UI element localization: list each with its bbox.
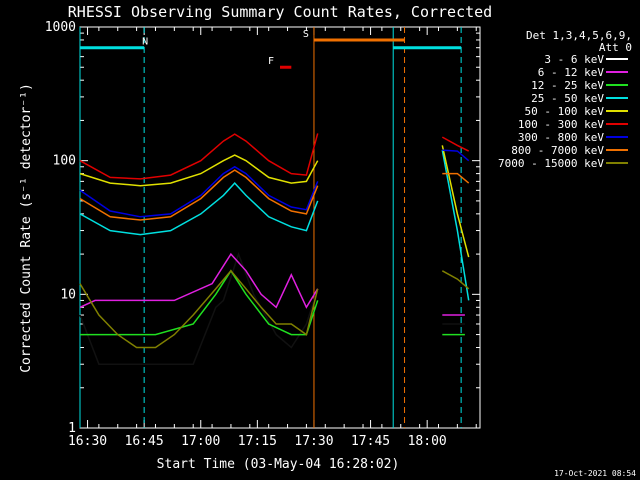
series-line bbox=[79, 181, 319, 236]
bar-label: S bbox=[303, 29, 309, 40]
legend-label: 6 - 12 keV bbox=[538, 66, 605, 79]
x-tick-label: 17:45 bbox=[351, 434, 390, 449]
x-tick-label: 17:30 bbox=[294, 434, 333, 449]
chart-title: RHESSI Observing Summary Count Rates, Co… bbox=[68, 3, 492, 21]
y-tick-label: 100 bbox=[53, 154, 76, 169]
series-line bbox=[441, 136, 470, 152]
series-line bbox=[79, 169, 319, 221]
y-tick-label: 1 bbox=[68, 421, 76, 436]
y-tick-label: 1000 bbox=[45, 20, 76, 35]
legend-label: 3 - 6 keV bbox=[544, 53, 604, 66]
y-axis-label: Corrected Count Rate (s⁻¹ detector⁻¹) bbox=[19, 83, 34, 373]
x-tick-label: 16:45 bbox=[125, 434, 164, 449]
legend-label: 50 - 100 keV bbox=[525, 105, 605, 118]
x-tick-label: 18:00 bbox=[408, 434, 447, 449]
y-tick-label: 10 bbox=[60, 287, 76, 302]
plot-frame bbox=[79, 26, 481, 429]
series-line bbox=[79, 269, 319, 349]
series-line bbox=[442, 149, 470, 162]
series-line bbox=[79, 133, 319, 180]
x-axis-label: Start Time (03-May-04 16:28:02) bbox=[157, 457, 400, 472]
series-line bbox=[441, 149, 470, 301]
footer-timestamp: 17-Oct-2021 08:54 bbox=[554, 469, 636, 478]
series-line bbox=[441, 270, 470, 290]
legend-label: 800 - 7000 keV bbox=[511, 144, 604, 157]
series-line bbox=[441, 145, 470, 258]
x-tick-label: 16:30 bbox=[68, 434, 107, 449]
series-line bbox=[79, 165, 319, 218]
legend-label: 7000 - 15000 keV bbox=[498, 157, 604, 170]
legend-label: 12 - 25 keV bbox=[531, 79, 604, 92]
legend-header: Det 1,3,4,5,6,9, bbox=[526, 29, 632, 42]
legend-label: 300 - 800 keV bbox=[518, 131, 604, 144]
bar-label: N bbox=[142, 37, 148, 48]
series-line bbox=[79, 154, 319, 187]
legend-label: 100 - 300 keV bbox=[518, 118, 604, 131]
series-line bbox=[80, 269, 319, 336]
series-line bbox=[79, 252, 319, 309]
legend-header: Att 0 bbox=[599, 41, 632, 54]
bar-label: F bbox=[268, 56, 274, 67]
series-line bbox=[79, 251, 319, 365]
plot-area: 1 10 100 1000 16:30 16:45 17:00 17:15 17:30 17:45… bbox=[45, 20, 632, 449]
x-tick-label: 17:15 bbox=[238, 434, 277, 449]
x-tick-label: 17:00 bbox=[181, 434, 220, 449]
legend-label: 25 - 50 keV bbox=[531, 92, 604, 105]
series-line bbox=[442, 172, 470, 184]
